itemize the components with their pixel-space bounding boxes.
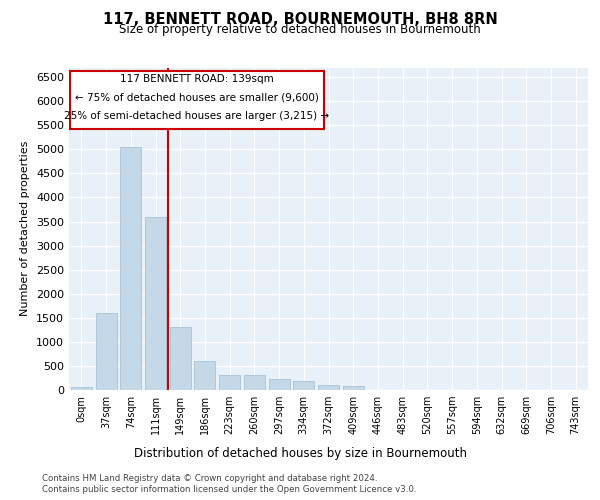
Bar xyxy=(71,388,92,390)
Text: 117 BENNETT ROAD: 139sqm: 117 BENNETT ROAD: 139sqm xyxy=(120,74,274,84)
Bar xyxy=(244,375,265,390)
Bar xyxy=(145,216,166,390)
Bar xyxy=(318,385,339,390)
Y-axis label: Number of detached properties: Number of detached properties xyxy=(20,141,31,316)
Bar xyxy=(293,381,314,390)
Text: 117, BENNETT ROAD, BOURNEMOUTH, BH8 8RN: 117, BENNETT ROAD, BOURNEMOUTH, BH8 8RN xyxy=(103,12,497,28)
Text: Size of property relative to detached houses in Bournemouth: Size of property relative to detached ho… xyxy=(119,22,481,36)
Text: ← 75% of detached houses are smaller (9,600): ← 75% of detached houses are smaller (9,… xyxy=(75,92,319,102)
Bar xyxy=(194,361,215,390)
Text: Distribution of detached houses by size in Bournemouth: Distribution of detached houses by size … xyxy=(133,448,467,460)
Bar xyxy=(170,328,191,390)
Bar xyxy=(219,374,240,390)
FancyBboxPatch shape xyxy=(70,72,323,128)
Bar xyxy=(343,386,364,390)
Bar xyxy=(95,313,116,390)
Bar xyxy=(269,379,290,390)
Bar xyxy=(120,147,141,390)
Text: 25% of semi-detached houses are larger (3,215) →: 25% of semi-detached houses are larger (… xyxy=(64,110,329,120)
Text: Contains public sector information licensed under the Open Government Licence v3: Contains public sector information licen… xyxy=(42,485,416,494)
Text: Contains HM Land Registry data © Crown copyright and database right 2024.: Contains HM Land Registry data © Crown c… xyxy=(42,474,377,483)
